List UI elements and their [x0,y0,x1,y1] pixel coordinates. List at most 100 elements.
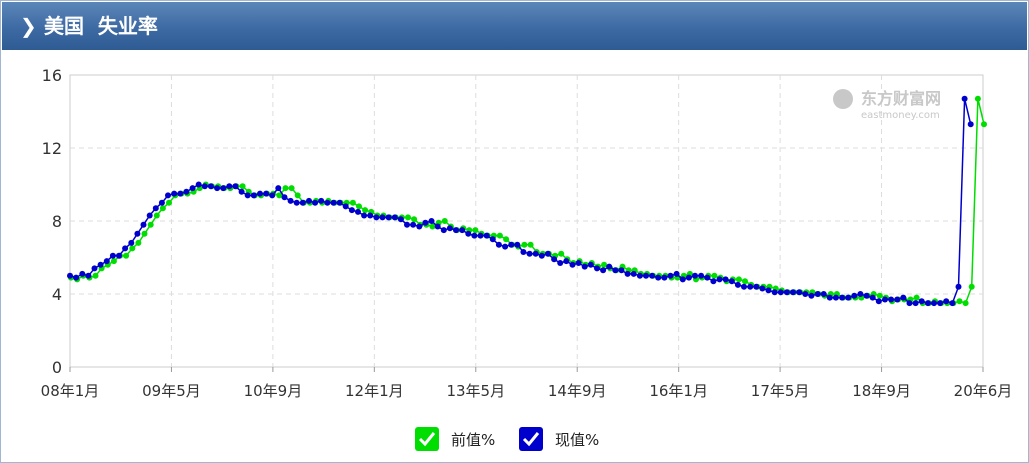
data-point[interactable] [79,270,86,277]
data-point[interactable] [440,227,447,234]
data-point[interactable] [171,190,178,197]
data-point[interactable] [526,250,533,257]
data-point[interactable] [472,227,479,234]
data-point[interactable] [276,192,283,199]
data-point[interactable] [263,190,270,197]
data-point[interactable] [385,214,392,221]
data-point[interactable] [624,270,631,277]
data-point[interactable] [777,289,784,296]
data-point[interactable] [92,272,99,279]
legend-item-current[interactable]: 现值% [519,426,599,452]
chevron-right-icon[interactable]: ❯ [20,14,37,38]
data-point[interactable] [906,300,913,307]
data-point[interactable] [159,205,166,212]
data-point[interactable] [110,258,117,265]
data-point[interactable] [116,252,122,259]
data-point[interactable] [294,192,301,199]
data-point[interactable] [961,95,968,102]
data-point[interactable] [410,221,417,228]
data-point[interactable] [532,250,539,257]
data-point[interactable] [716,276,723,283]
data-point[interactable] [839,294,846,301]
data-point[interactable] [618,267,625,274]
data-point[interactable] [771,289,778,296]
data-point[interactable] [97,261,104,268]
data-point[interactable] [147,221,154,228]
data-point[interactable] [275,185,282,192]
data-point[interactable] [851,292,858,299]
data-point[interactable] [428,218,435,224]
data-point[interactable] [166,199,172,206]
data-point[interactable] [281,194,288,201]
data-point[interactable] [667,272,674,279]
data-point[interactable] [140,221,147,228]
data-point[interactable] [655,274,662,281]
data-point[interactable] [790,289,796,296]
data-point[interactable] [416,223,423,230]
data-point[interactable] [569,261,576,268]
data-point[interactable] [244,192,251,199]
data-point[interactable] [968,283,975,290]
data-point[interactable] [753,283,760,290]
data-point[interactable] [288,185,295,192]
data-point[interactable] [123,252,130,259]
data-point[interactable] [404,221,410,228]
data-point[interactable] [362,207,369,214]
data-point[interactable] [330,199,337,206]
data-point[interactable] [661,274,668,281]
data-point[interactable] [122,245,129,252]
data-point[interactable] [158,199,165,206]
data-point[interactable] [85,272,92,279]
data-point[interactable] [527,241,534,248]
data-point[interactable] [134,230,141,237]
data-point[interactable] [397,216,404,223]
data-point[interactable] [434,223,441,230]
data-point[interactable] [349,199,356,206]
data-point[interactable] [220,185,227,192]
data-point[interactable] [814,291,821,297]
data-point[interactable] [293,199,300,206]
data-point[interactable] [287,197,294,204]
data-point[interactable] [391,214,398,221]
data-point[interactable] [704,274,711,281]
checkbox-icon[interactable] [415,427,439,451]
data-point[interactable] [594,265,600,272]
data-point[interactable] [802,291,809,297]
data-point[interactable] [765,287,772,294]
data-point[interactable] [207,183,214,190]
data-point[interactable] [894,296,901,303]
data-point[interactable] [109,252,116,259]
data-point[interactable] [728,278,735,285]
data-point[interactable] [679,276,686,283]
data-point[interactable] [312,199,319,206]
data-point[interactable] [214,185,221,192]
data-point[interactable] [503,236,510,243]
data-point[interactable] [612,267,619,274]
data-point[interactable] [710,278,717,285]
data-point[interactable] [869,294,876,301]
data-point[interactable] [67,272,73,279]
data-point[interactable] [949,300,956,307]
data-point[interactable] [538,252,545,259]
data-point[interactable] [734,281,741,288]
data-point[interactable] [299,199,306,206]
data-point[interactable] [477,232,484,239]
data-point[interactable] [673,270,680,277]
data-point[interactable] [931,300,937,307]
data-point[interactable] [238,188,245,195]
data-point[interactable] [521,241,528,248]
data-point[interactable] [826,294,833,301]
data-point[interactable] [544,250,551,257]
data-point[interactable] [698,272,705,279]
data-point[interactable] [955,283,962,290]
data-point[interactable] [282,185,289,192]
data-point[interactable] [226,183,233,190]
data-point[interactable] [411,216,418,223]
data-point[interactable] [913,294,920,301]
data-point[interactable] [863,292,870,299]
data-point[interactable] [152,205,159,212]
data-point[interactable] [918,298,925,305]
data-point[interactable] [508,241,515,248]
data-point[interactable] [888,296,895,303]
data-point[interactable] [581,263,588,270]
